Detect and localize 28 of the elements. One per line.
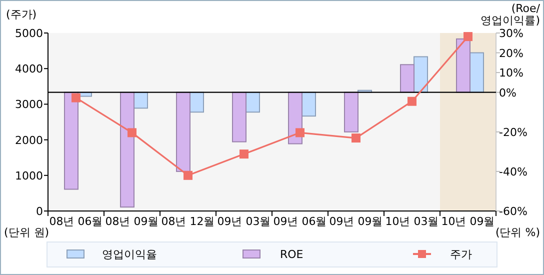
- x-tick-label: 09년 03월: [217, 215, 271, 228]
- x-tick-label: 09년 06월: [273, 215, 327, 228]
- x-tick-label: 10년 03월: [385, 215, 439, 228]
- y2-tick-label: 30%: [499, 27, 524, 40]
- y2-tick-label: -60%: [499, 205, 528, 218]
- text: (단위 원): [4, 226, 50, 239]
- legend-label: 영업이익율: [102, 248, 157, 261]
- legend-label: ROE: [280, 248, 304, 261]
- x-tick-label: 08년 12월: [161, 215, 215, 228]
- x-tick-label: 08년 06월: [49, 215, 103, 228]
- text: (단위 %): [495, 226, 540, 239]
- x-tick-label: 08년 09월: [105, 215, 159, 228]
- y2-tick-label: -20%: [499, 126, 528, 139]
- y-tick-label: 5000: [15, 27, 43, 40]
- y-axis-title: (주가): [6, 8, 37, 21]
- x-tick-label: 10년 09월: [441, 215, 495, 228]
- y-tick-label: 4000: [15, 62, 43, 76]
- y2-tick-label: 10%: [499, 66, 524, 80]
- y-tick-label: 0: [36, 205, 43, 218]
- y2-tick-label: -40%: [499, 165, 528, 178]
- x-tick-label: 09년 09월: [329, 215, 383, 228]
- y2-tick-label: 20%: [499, 46, 524, 60]
- legend-label: 주가: [450, 248, 472, 261]
- y2-axis-title: (Roe/ 영업이익률): [480, 2, 540, 27]
- y2-tick-label: 0%: [499, 86, 516, 100]
- y-tick-label: 3000: [15, 98, 43, 112]
- y-tick-label: 2000: [15, 134, 43, 147]
- y-tick-label: 1000: [15, 169, 43, 182]
